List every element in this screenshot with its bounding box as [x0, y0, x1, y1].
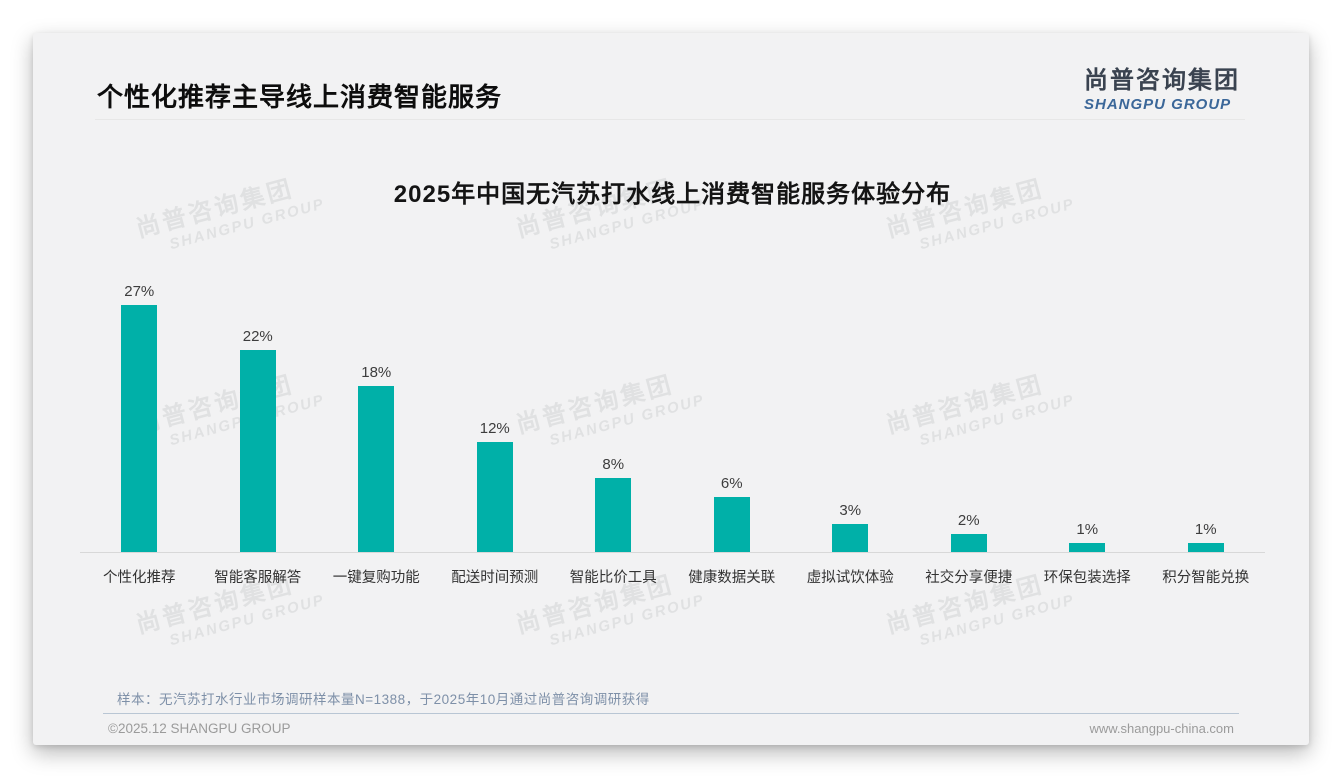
footer-website: www.shangpu-china.com	[1089, 721, 1234, 736]
bar-column: 6%	[673, 283, 792, 552]
watermark-english-text: SHANGPU GROUP	[547, 591, 707, 650]
footer-copyright: ©2025.12 SHANGPU GROUP	[108, 721, 291, 736]
bar-value-label: 1%	[1194, 521, 1217, 538]
bar-column: 1%	[1028, 283, 1147, 552]
bar-value-label: 18%	[361, 364, 392, 381]
bar-value-label: 22%	[242, 328, 273, 345]
logo-english-name: SHANGPU GROUP	[1084, 96, 1232, 113]
bar	[1187, 543, 1224, 552]
bar-chart: 27% 22% 18% 12% 8% 6% 3% 2% 1% 1%	[80, 283, 1265, 553]
bar-column: 22%	[199, 283, 318, 552]
bar	[1069, 543, 1106, 552]
bar-value-label: 6%	[720, 475, 743, 492]
chart-title: 2025年中国无汽苏打水线上消费智能服务体验分布	[393, 181, 952, 208]
bar	[950, 534, 987, 552]
logo-chinese-name: 尚普咨询集团	[1084, 67, 1240, 94]
bar	[476, 442, 513, 552]
bar-column: 12%	[436, 283, 555, 552]
x-axis-label: 环保包装选择	[1043, 570, 1131, 586]
x-axis-label: 智能客服解答	[214, 570, 302, 586]
footer-divider	[103, 713, 1239, 714]
x-axis-label: 一键复购功能	[332, 570, 420, 586]
page-title: 个性化推荐主导线上消费智能服务	[97, 82, 503, 112]
bar	[358, 386, 395, 552]
x-axis-label: 社交分享便捷	[925, 570, 1013, 586]
bar	[832, 524, 869, 552]
x-axis-labels: 个性化推荐 智能客服解答 一键复购功能 配送时间预测 智能比价工具 健康数据关联 虚拟试饮体…	[80, 566, 1265, 587]
bar	[595, 478, 632, 552]
x-axis-label: 虚拟试饮体验	[806, 570, 894, 586]
bar-column: 1%	[1147, 283, 1266, 552]
bar-value-label: 8%	[602, 456, 625, 473]
bar-value-label: 2%	[957, 512, 980, 529]
title-divider	[95, 119, 1245, 120]
x-axis-label: 个性化推荐	[103, 570, 176, 586]
bar-value-label: 12%	[479, 420, 510, 437]
bars-row: 27% 22% 18% 12% 8% 6% 3% 2% 1% 1%	[80, 283, 1265, 553]
x-axis-label: 智能比价工具	[569, 570, 657, 586]
slide-canvas: 尚普咨询集团 SHANGPU GROUP 尚普咨询集团 SHANGPU GROUP 尚普…	[33, 33, 1309, 745]
bar-column: 3%	[791, 283, 910, 552]
bar-value-label: 3%	[839, 502, 862, 519]
x-axis-label: 健康数据关联	[688, 570, 776, 586]
watermark-english-text: SHANGPU GROUP	[917, 591, 1077, 650]
x-axis-label: 积分智能兑换	[1162, 570, 1250, 586]
bar-value-label: 1%	[1076, 521, 1099, 538]
bar	[713, 497, 750, 552]
x-axis-label: 配送时间预测	[451, 570, 539, 586]
bar	[239, 350, 276, 552]
bar-column: 18%	[317, 283, 436, 552]
bar-value-label: 27%	[124, 283, 155, 300]
watermark-english-text: SHANGPU GROUP	[167, 591, 327, 650]
bar-column: 2%	[910, 283, 1029, 552]
bar-column: 27%	[80, 283, 199, 552]
bar-column: 8%	[554, 283, 673, 552]
sample-note: 样本：无汽苏打水行业市场调研样本量N=1388，于2025年10月通过尚普咨询调…	[117, 692, 650, 707]
bar	[121, 305, 158, 552]
company-logo: 尚普咨询集团 SHANGPU GROUP	[1084, 60, 1240, 113]
